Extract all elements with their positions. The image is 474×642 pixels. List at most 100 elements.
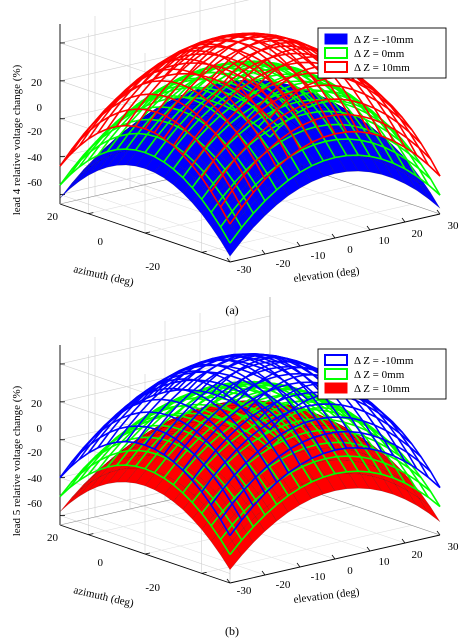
z-tick-label: -40 — [27, 473, 42, 485]
surface-patch — [418, 183, 441, 209]
x-tick — [331, 554, 336, 560]
panel-caption: (a) — [225, 303, 238, 317]
legend-b: Δ Z = -10mm Δ Z = 0mm Δ Z = 10mm — [317, 348, 447, 400]
y-tick — [88, 212, 94, 215]
surface-mesh-line — [201, 84, 413, 179]
axes-box-a — [59, 0, 441, 263]
z-tick-label: -20 — [27, 447, 42, 459]
surface-mesh-line — [116, 33, 328, 127]
y-tick-label: 20 — [47, 532, 59, 544]
surface-mesh-line — [201, 403, 413, 493]
x-tick-label: 20 — [412, 549, 424, 561]
surface-mesh-line — [229, 470, 441, 556]
surface-mesh-line — [229, 130, 441, 225]
legend-entry: Δ Z = 0mm — [354, 369, 405, 381]
x-tick — [366, 225, 371, 231]
panel-b: 20 0 -20 -40 -60 20 0 -20 -30 -20 -10 0 … — [11, 297, 459, 638]
z-tick-label: 20 — [31, 77, 43, 89]
surface-mesh-line — [182, 88, 394, 178]
surface-mesh-line — [68, 379, 280, 469]
y-tick — [144, 552, 151, 555]
surface-mesh-line — [219, 430, 432, 520]
surface-mesh-line — [210, 98, 422, 192]
surface-mesh-line — [219, 455, 432, 540]
x-tick — [366, 546, 371, 552]
y-tick — [201, 571, 207, 574]
x-tick-label: -30 — [237, 585, 252, 597]
z-tick-label: 0 — [37, 423, 43, 435]
surface-series — [59, 32, 441, 225]
surface-mesh-line — [191, 98, 403, 189]
surface-patch — [418, 498, 441, 522]
x-tick — [436, 530, 441, 536]
surfaces-a — [59, 32, 441, 257]
legend-entry: Δ Z = 10mm — [354, 383, 410, 395]
x-tick-label: -30 — [237, 264, 252, 276]
y-tick-label: -20 — [145, 582, 160, 594]
y-tick-label: 20 — [47, 211, 59, 223]
legend-a: Δ Z = -10mm Δ Z = 0mm Δ Z = 10mm — [317, 27, 447, 79]
legend-swatch-plus10 — [324, 382, 348, 394]
surface-mesh-line — [116, 353, 328, 443]
x-tick — [436, 209, 441, 215]
z-tick-label: -40 — [27, 152, 42, 164]
x-tick-label: 10 — [379, 556, 391, 568]
surface-mesh-line — [125, 32, 337, 127]
y-tick-label: 0 — [98, 236, 104, 248]
surface-mesh-line — [116, 60, 328, 151]
x-tick-label: 30 — [448, 220, 460, 232]
surface-mesh-line — [191, 72, 403, 166]
x-tick-label: 0 — [347, 244, 353, 256]
surface-mesh-line — [153, 388, 365, 474]
x-tick — [226, 257, 231, 263]
legend-swatch-0 — [324, 368, 348, 380]
x-axis-label: elevation (deg) — [293, 265, 361, 285]
surface-mesh-line — [229, 154, 441, 244]
x-tick-label: -10 — [311, 250, 326, 262]
x-tick — [331, 233, 336, 239]
x-tick-label: 0 — [347, 565, 353, 577]
x-tick-label: 10 — [379, 235, 391, 247]
panel-a: 20 0 -20 -40 -60 20 0 -20 -30 -20 -10 0 … — [11, 0, 459, 317]
surface-mesh-line — [219, 138, 432, 228]
legend-entry: Δ Z = 10mm — [354, 62, 410, 74]
z-tick-label: -60 — [27, 177, 42, 189]
x-tick — [261, 249, 266, 255]
grid-line — [94, 516, 266, 576]
panel-caption: (b) — [225, 624, 239, 638]
legend-swatch-minus10 — [324, 33, 348, 45]
surface-mesh-line — [153, 67, 365, 157]
legend-swatch-minus10 — [324, 354, 348, 366]
legend-entry: Δ Z = -10mm — [354, 355, 414, 367]
legend-entry: Δ Z = 0mm — [354, 48, 405, 60]
x-tick-label: -10 — [311, 571, 326, 583]
y-tick — [201, 250, 207, 253]
surface-mesh-line — [134, 353, 347, 444]
y-axis-label: azimuth (deg) — [72, 584, 135, 610]
y-tick — [88, 533, 94, 536]
x-tick — [226, 578, 231, 584]
z-tick-label: 0 — [37, 102, 43, 114]
surface-mesh-line — [229, 446, 441, 537]
x-tick-label: 30 — [448, 541, 460, 553]
z-tick-label: -60 — [27, 498, 42, 510]
legend-swatch-plus10 — [324, 61, 348, 73]
z-axis-label: lead 5 relative voltage change (%) — [11, 385, 23, 536]
x-tick — [296, 562, 301, 568]
surface-mesh-line — [78, 53, 290, 147]
legend-swatch-0 — [324, 47, 348, 59]
surface-mesh-line — [210, 441, 422, 527]
z-tick-label: 20 — [31, 398, 43, 410]
legend-entry: Δ Z = -10mm — [354, 34, 414, 46]
z-tick-label: -20 — [27, 126, 42, 138]
surface-mesh-line — [68, 62, 280, 156]
surface-mesh-line — [191, 418, 403, 503]
surface-mesh-line — [191, 391, 403, 481]
surface-mesh-line — [210, 416, 422, 506]
surface-mesh-line — [219, 113, 432, 208]
y-tick-label: 0 — [98, 557, 104, 569]
z-axis-label: lead 4 relative voltage change (%) — [11, 64, 23, 215]
y-axis-label: azimuth (deg) — [72, 263, 135, 289]
